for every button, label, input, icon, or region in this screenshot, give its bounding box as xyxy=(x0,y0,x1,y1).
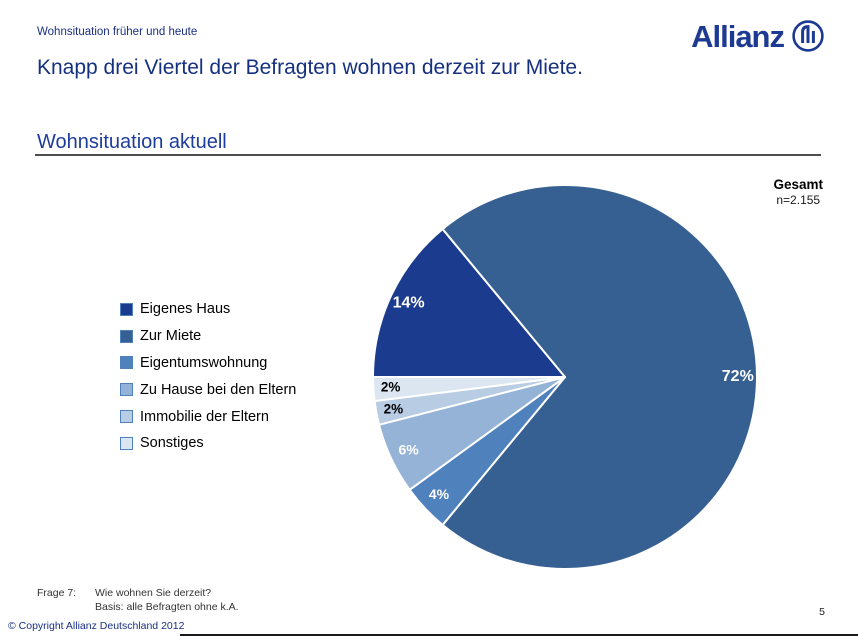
question-number-label: Frage 7: xyxy=(37,587,77,599)
legend-item-sonstiges: Sonstiges xyxy=(120,430,296,457)
pie-slice-value-label: 72% xyxy=(722,368,754,385)
page-number: 5 xyxy=(819,606,825,618)
legend-item-zur-miete: Zur Miete xyxy=(120,323,296,350)
legend-marker xyxy=(120,410,133,424)
legend-marker xyxy=(120,329,133,343)
question-text: Wie wohnen Sie derzeit? xyxy=(95,587,212,599)
chart-legend: Eigenes Haus Zur Miete Eigentumswohnung Zu … xyxy=(120,296,296,457)
pie-slice-value-label: 14% xyxy=(393,295,425,312)
pie-slice-zur-miete xyxy=(441,184,758,570)
slide-topic-label: Wohnsituation früher und heute xyxy=(37,26,198,38)
legend-label: Eigentumswohnung xyxy=(140,354,268,371)
legend-label: Sonstiges xyxy=(140,435,204,452)
pie-slice-eigenes-haus xyxy=(372,228,566,378)
pie-slice-value-label: 2% xyxy=(381,380,401,395)
allianz-logo-text: Allianz xyxy=(691,18,785,54)
legend-marker xyxy=(120,356,133,370)
legend-label: Zur Miete xyxy=(140,328,202,345)
legend-marker xyxy=(120,302,133,316)
footer-divider xyxy=(180,634,858,636)
legend-item-zu-hause-bei-den-eltern: Zu Hause bei den Eltern xyxy=(120,376,296,403)
chart-section-title: Wohnsituation aktuell xyxy=(37,131,227,153)
legend-item-eigenes-haus: Eigenes Haus xyxy=(120,296,296,323)
legend-label: Immobilie der Eltern xyxy=(140,408,269,425)
source-note: Frage 7: Wie wohnen Sie derzeit? Basis: … xyxy=(37,587,239,614)
pie-slice-value-label: 4% xyxy=(429,486,450,502)
legend-label: Eigenes Haus xyxy=(140,301,231,318)
sample-annotation: Gesamt n=2.155 xyxy=(773,177,823,207)
legend-label: Zu Hause bei den Eltern xyxy=(140,381,297,398)
legend-marker xyxy=(120,383,133,397)
legend-item-immobilie-der-eltern: Immobilie der Eltern xyxy=(120,403,296,430)
page-title: Knapp drei Viertel der Befragten wohnen … xyxy=(37,56,583,79)
sample-size-label: n=2.155 xyxy=(776,193,821,207)
group-label: Gesamt xyxy=(773,177,823,192)
allianz-emblem-icon xyxy=(792,20,824,52)
legend-marker xyxy=(120,436,133,450)
basis-text: Basis: alle Befragten ohne k.A. xyxy=(95,600,239,613)
pie-slice-value-label: 6% xyxy=(398,441,419,457)
pie-slice-sonstiges xyxy=(371,376,566,403)
section-divider xyxy=(35,154,821,156)
allianz-logo: Allianz xyxy=(691,18,826,54)
pie-slice-value-label: 2% xyxy=(384,401,404,416)
pie-chart: 14% 72% 4% 6% 2% 2% xyxy=(365,177,765,577)
legend-item-eigentumswohnung: Eigentumswohnung xyxy=(120,350,296,377)
copyright-notice: © Copyright Allianz Deutschland 2012 xyxy=(8,620,185,632)
